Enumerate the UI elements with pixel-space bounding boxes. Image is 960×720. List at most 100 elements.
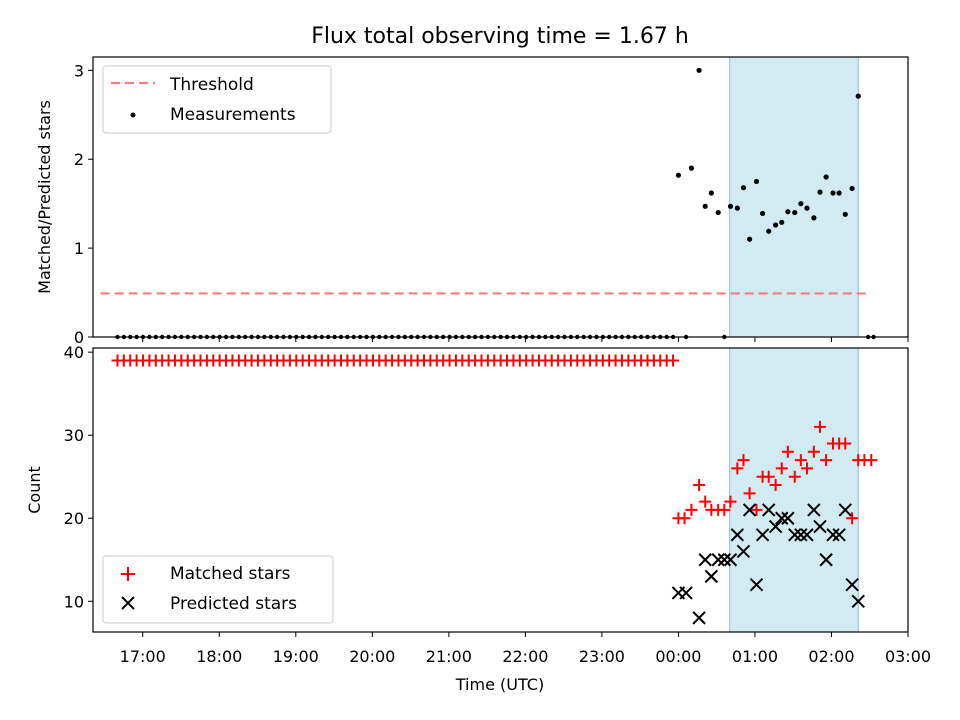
predicted-stars-points <box>671 503 865 625</box>
matched-star-marker <box>699 495 712 508</box>
x-tick-label: 18:00 <box>196 647 242 666</box>
y-tick-label: 1 <box>74 239 84 258</box>
count-legend: Matched stars Predicted stars <box>102 555 334 624</box>
matched-star-marker <box>667 354 680 367</box>
matched-star-marker <box>846 512 859 525</box>
predicted-star-marker <box>794 528 808 542</box>
measurement-point <box>753 178 760 185</box>
predicted-star-marker <box>692 611 706 625</box>
predicted-star-marker <box>845 577 859 592</box>
count-y-ticks: 10 20 30 40 <box>64 343 93 611</box>
predicted-star-marker <box>742 503 757 517</box>
predicted-star-marker <box>704 569 719 584</box>
predicted-star-marker <box>819 553 833 567</box>
predicted-star-marker <box>749 577 764 592</box>
ratio-x-ticks <box>142 337 909 342</box>
matched-star-marker <box>800 462 813 475</box>
x-tick-label: 03:00 <box>885 647 931 666</box>
measurement-point <box>766 228 772 234</box>
matched-star-marker <box>693 479 706 492</box>
measurement-point <box>798 201 804 207</box>
predicted-star-marker <box>730 528 745 542</box>
measurement-point <box>740 185 747 191</box>
ratio-y-ticks: 0 1 2 3 <box>74 61 93 347</box>
predicted-star-marker <box>711 553 725 567</box>
count-frame <box>92 347 909 633</box>
predicted-star-marker <box>788 528 802 542</box>
matched-star-marker <box>807 445 820 458</box>
matched-star-marker <box>743 487 756 500</box>
y-tick-label: 10 <box>64 592 84 611</box>
matched-star-marker <box>865 454 878 467</box>
ratio-panel: 0 1 2 3 Matched/Predicted stars Threshold M… <box>35 56 909 347</box>
predicted-star-marker <box>768 519 783 534</box>
predicted-star-marker <box>800 528 814 542</box>
measurement-point <box>855 93 861 99</box>
matched-stars-constant-run <box>111 354 680 367</box>
matched-star-marker <box>762 470 775 483</box>
x-tick-label: 23:00 <box>579 647 625 666</box>
ratio-legend: Threshold Measurements <box>102 65 332 134</box>
predicted-star-marker <box>826 528 840 542</box>
measurement-point <box>836 190 842 196</box>
measurement-point <box>804 205 810 211</box>
count-y-axis-label: Count <box>25 466 44 514</box>
y-tick-label: 30 <box>64 426 84 445</box>
predicted-star-marker <box>679 586 693 600</box>
matched-star-marker <box>794 454 807 467</box>
matched-stars-points <box>672 420 878 525</box>
measurement-point <box>715 209 721 216</box>
ratio-legend-box <box>102 65 332 134</box>
y-tick-label: 2 <box>74 150 84 169</box>
predicted-star-marker <box>838 503 852 517</box>
x-tick-label: 19:00 <box>273 647 319 666</box>
ratio-frame <box>92 56 909 338</box>
measurement-point <box>842 211 848 217</box>
measurement-point <box>785 209 791 215</box>
count-legend-box <box>102 555 334 624</box>
predicted-star-marker <box>832 528 846 542</box>
x-tick-label: 22:00 <box>502 647 548 666</box>
threshold-legend-label: Threshold <box>169 75 254 95</box>
measurement-point <box>817 189 823 195</box>
matched-star-marker <box>685 503 698 516</box>
x-tick-label: 02:00 <box>808 647 854 666</box>
measurement-point <box>823 174 829 180</box>
predicted-legend-swatch <box>121 596 135 610</box>
measurement-point <box>675 172 682 178</box>
matched-star-marker <box>678 512 691 525</box>
predicted-legend-label: Predicted stars <box>170 594 297 614</box>
measurement-points <box>675 67 861 242</box>
matched-star-marker <box>775 462 788 475</box>
predicted-star-marker <box>851 594 865 608</box>
matched-star-marker <box>724 495 737 508</box>
measurements-legend-swatch <box>130 112 136 118</box>
matched-legend-swatch <box>121 567 135 581</box>
measurement-point <box>760 210 766 217</box>
count-panel: 10 20 30 40 17:00 18:00 19:00 20:00 21:00 22:00 2… <box>25 343 931 694</box>
y-tick-label: 40 <box>64 343 84 362</box>
x-tick-label: 01:00 <box>732 647 778 666</box>
measurement-point <box>849 185 855 192</box>
matched-star-marker <box>718 503 731 516</box>
measurement-point <box>746 236 753 242</box>
matched-star-marker <box>769 479 782 492</box>
x-tick-label: 17:00 <box>120 647 166 666</box>
matched-star-marker <box>820 454 833 467</box>
matched-star-marker <box>750 503 763 516</box>
ratio-shaded-region <box>729 56 859 338</box>
measurement-point <box>688 165 695 171</box>
y-tick-label: 20 <box>64 509 84 528</box>
x-axis-label: Time (UTC) <box>455 675 544 694</box>
y-tick-label: 3 <box>74 61 84 80</box>
x-tick-label: 20:00 <box>349 647 395 666</box>
predicted-star-marker <box>717 553 732 567</box>
predicted-star-marker <box>775 511 789 525</box>
predicted-star-marker <box>698 553 712 567</box>
y-tick-label: 0 <box>74 328 84 347</box>
predicted-star-marker <box>781 511 795 525</box>
matched-star-marker <box>781 445 794 458</box>
measurement-point <box>708 190 714 196</box>
matched-star-marker <box>813 420 826 433</box>
